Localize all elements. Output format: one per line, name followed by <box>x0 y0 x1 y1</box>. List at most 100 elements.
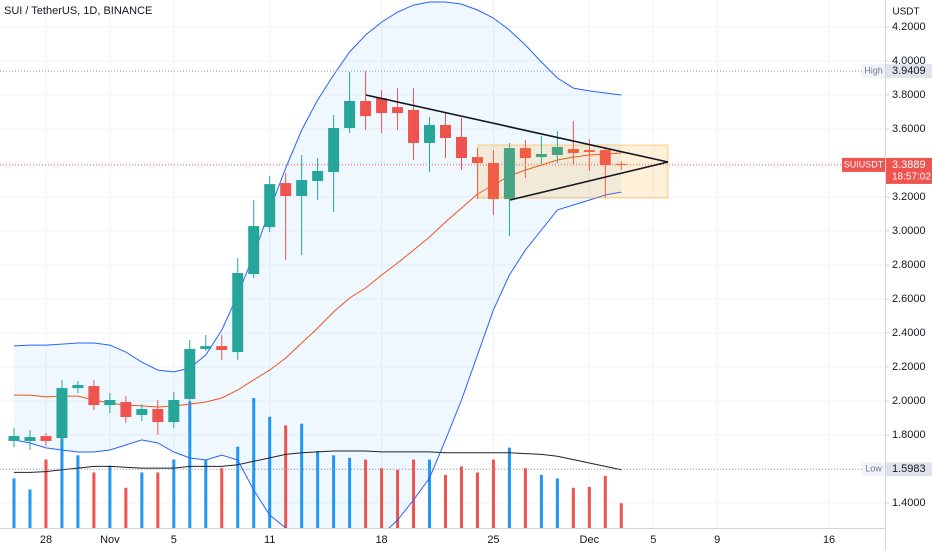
currency-label: USDT <box>892 7 919 18</box>
candle-body <box>344 100 356 129</box>
indicator-line <box>13 191 622 528</box>
band-fill <box>13 2 622 528</box>
price-axis: 1.40001.60001.80002.00002.20002.40002.60… <box>885 21 926 509</box>
volume-bar <box>444 474 447 528</box>
volume-bar <box>268 416 272 528</box>
candle-body <box>200 346 212 349</box>
candle-body <box>168 399 180 423</box>
trend-line <box>365 94 669 163</box>
candle-body <box>24 437 36 441</box>
candle-body <box>8 436 20 441</box>
volume-bar <box>252 398 256 528</box>
candle-body <box>424 124 436 143</box>
volume-bar <box>539 474 543 528</box>
volume-bar <box>140 472 144 528</box>
y-tick-label: 2.0000 <box>892 395 926 407</box>
candle-body <box>360 100 372 117</box>
chart-title: SUI / TetherUS, 1D, BINANCE <box>4 5 152 17</box>
volume-bar <box>28 489 32 528</box>
low-value-bg <box>886 462 932 477</box>
plot-area <box>0 1 885 528</box>
candle-body <box>328 128 340 173</box>
volume-bar <box>348 457 352 528</box>
volume-bar <box>124 487 128 528</box>
x-tick-label: 5 <box>650 534 656 546</box>
y-tick-label: 1.4000 <box>892 497 926 509</box>
low-value: 1.5983 <box>892 463 926 475</box>
y-tick-label: 2.2000 <box>892 361 926 373</box>
x-tick-label: 11 <box>264 534 275 546</box>
volume-bar <box>603 475 607 528</box>
y-tick-label: 3.8000 <box>892 89 926 101</box>
candle-body <box>40 436 52 441</box>
volume-bar <box>76 455 80 528</box>
candle-body <box>88 386 100 406</box>
candle-body <box>392 107 404 114</box>
candle-body <box>519 148 531 159</box>
y-tick-label: 4.0000 <box>892 55 926 67</box>
y-tick-label: 2.8000 <box>892 259 926 271</box>
volume-bar <box>412 459 416 528</box>
volume-bar <box>428 459 432 528</box>
range-box <box>477 144 669 199</box>
candle-body <box>471 157 483 164</box>
x-tick-label: Dec <box>580 534 600 546</box>
indicator-line <box>13 1 622 373</box>
volume-bar <box>507 447 511 528</box>
candle-body <box>56 388 68 439</box>
candle-body <box>248 226 260 275</box>
y-tick-label: 2.4000 <box>892 327 926 339</box>
candle-body <box>104 399 116 406</box>
volume-bar <box>220 468 224 528</box>
candle-body <box>216 346 228 351</box>
volume-bar <box>619 503 623 528</box>
candle-body <box>583 150 595 152</box>
drawings <box>365 94 669 201</box>
candle-body <box>120 402 132 417</box>
candle-body <box>232 273 244 353</box>
volume-bar <box>92 472 96 528</box>
candle-body <box>440 124 451 139</box>
volume-bar <box>587 486 591 528</box>
candle-body <box>503 148 515 200</box>
volume-bar <box>60 438 64 528</box>
x-tick-label: 9 <box>714 534 720 546</box>
y-tick-label: 3.0000 <box>892 225 926 237</box>
volume-bar <box>156 472 160 528</box>
symbol-tag-bg <box>842 157 885 172</box>
candle-body <box>376 98 388 114</box>
volume-ma <box>14 450 622 473</box>
candle-body <box>280 183 292 197</box>
countdown: 18:57:02 <box>892 172 931 183</box>
y-tick-label: 4.2000 <box>892 21 926 33</box>
candle-body <box>599 150 611 166</box>
high-tag-bg <box>862 64 885 79</box>
candle-body <box>152 409 164 423</box>
volume-bar <box>236 446 240 528</box>
candle-body <box>567 149 579 153</box>
y-tick-label: 1.8000 <box>892 429 926 441</box>
x-tick-label: 28 <box>40 534 52 546</box>
low-tag: Low <box>865 464 882 474</box>
y-tick-label: 3.6000 <box>892 123 926 135</box>
candle-body <box>136 409 148 415</box>
volume-bar <box>284 425 288 528</box>
grid <box>0 0 885 528</box>
volume-bar <box>204 459 208 528</box>
x-tick-label: 18 <box>375 534 387 546</box>
x-tick-label: 16 <box>823 534 835 546</box>
volume-bar <box>459 466 463 528</box>
symbol-tag: SUIUSDT <box>844 159 884 169</box>
high-value-bg <box>886 64 932 79</box>
x-tick-label: 5 <box>171 534 177 546</box>
volume-bar <box>332 455 336 528</box>
candle-body <box>487 163 499 200</box>
candle-body <box>455 137 467 159</box>
volume-bar <box>44 459 48 528</box>
volume-bar <box>571 487 575 528</box>
x-tick-label: Nov <box>100 534 120 546</box>
volume-bar <box>188 401 192 528</box>
price-tag-bg <box>886 157 932 184</box>
volume-bar <box>172 459 176 528</box>
